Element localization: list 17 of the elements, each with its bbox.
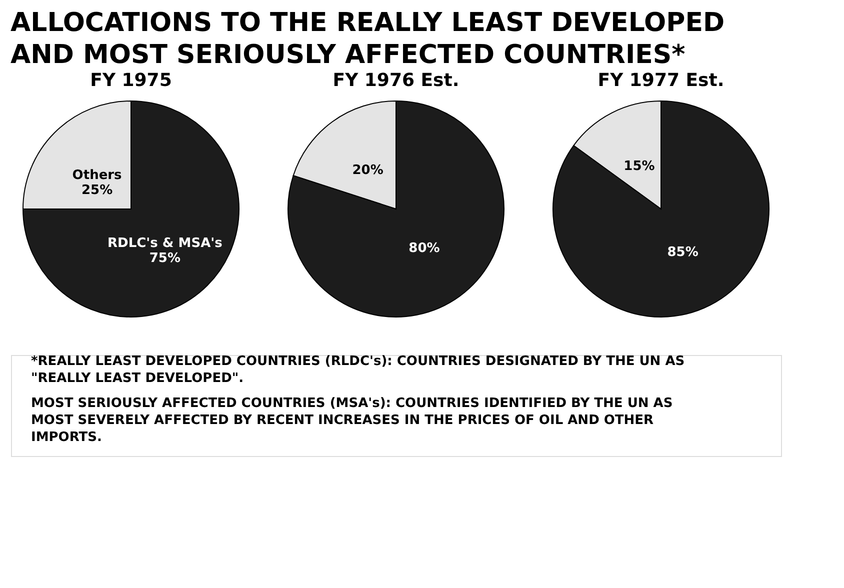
text: *REALLY LEAST DEVELOPED COUNTRIES (RLDC's): COUNTRIES DESIGNATED BY THE UN AS "REALLY LEAST DEVELOPED". — [31, 354, 685, 386]
text: MOST SERIOUSLY AFFECTED COUNTRIES (MSA's): COUNTRIES IDENTIFIED BY THE UN AS MOST SEVERELY AFFECTED BY RECENT INCREASES IN THE PRICES OF OIL AND OTHER IMPORTS. — [31, 396, 673, 445]
data-label: 20% — [352, 163, 384, 178]
text: ALLOCATIONS TO THE REALLY LEAST DEVELOPED AND MOST SERIOUSLY AFFECTED COUNTRIES* — [10, 8, 725, 70]
data-label: 15% — [624, 159, 655, 174]
pie-slice — [288, 100, 504, 318]
data-label: 75% — [149, 250, 181, 266]
data-label: 25% — [81, 183, 113, 198]
data-label: 80% — [408, 240, 440, 256]
pie-slice — [552, 100, 770, 318]
chart-subtitle: FY 1975 — [90, 70, 172, 91]
pie-slice — [22, 100, 240, 318]
chart-subtitle: FY 1976 Est. — [332, 70, 460, 91]
data-label: 85% — [667, 244, 698, 260]
chart-subtitle: FY 1977 Est. — [598, 70, 724, 91]
slice-label: RDLC's & MSA's — [108, 236, 223, 251]
slice-label: Others — [72, 168, 122, 184]
